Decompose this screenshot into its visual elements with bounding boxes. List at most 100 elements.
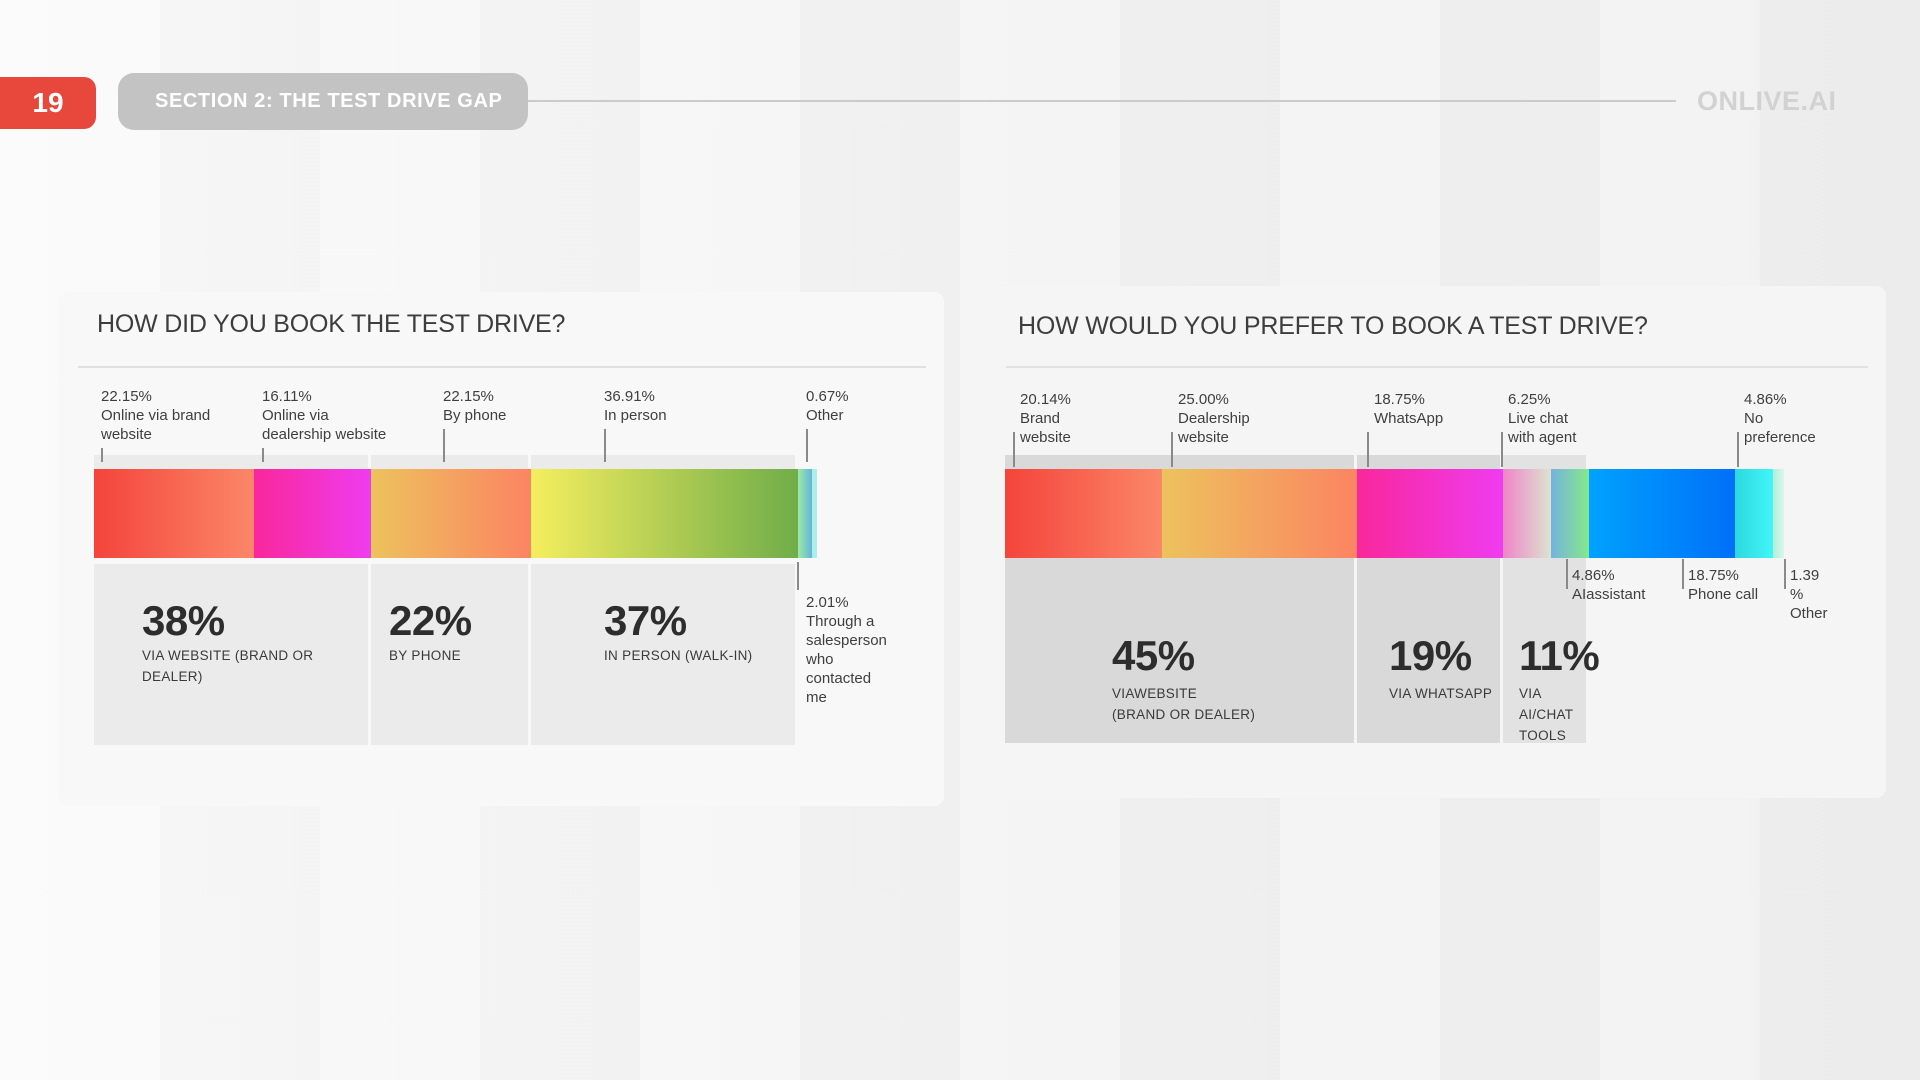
callout-tick — [1566, 559, 1568, 589]
group-value: 19% — [1389, 632, 1472, 679]
callout-line: 1.39 — [1790, 567, 1820, 584]
group-value: 11% — [1519, 632, 1600, 679]
callout-line: 6.25% — [1508, 391, 1551, 408]
callout: 6.25% Live chat with agent — [1501, 390, 1577, 467]
column-strip — [1356, 455, 1500, 469]
column-strip — [94, 455, 368, 469]
callout: 0.67% Other — [806, 387, 849, 462]
bar-segment — [1161, 469, 1357, 558]
column-panel — [1502, 558, 1587, 743]
column-panel — [370, 564, 528, 745]
group-label-line: AI/CHAT — [1519, 707, 1574, 722]
callout-line: 20.14% — [1020, 391, 1071, 408]
callout-line: 0.67% — [806, 388, 849, 405]
section-pill: SECTION 2: THE TEST DRIVE GAP — [118, 73, 528, 130]
callout-line: dealership website — [262, 426, 387, 443]
group-label-line: IN PERSON (WALK-IN) — [604, 648, 753, 663]
bar-segment — [1356, 469, 1503, 558]
column-panel — [94, 564, 368, 745]
group-value: 22% — [389, 597, 472, 644]
group-label: VIA WHATSAPP — [1389, 683, 1492, 704]
column-panel — [1356, 558, 1500, 743]
title-divider-preferred — [1006, 366, 1868, 368]
callout-tick — [1737, 432, 1739, 467]
callout-line: salesperson — [806, 632, 887, 649]
callout-tick — [1682, 559, 1684, 589]
group-label: VIA WEBSITE (BRAND OR DEALER) — [142, 645, 313, 687]
callout-tick — [604, 429, 606, 462]
callout-line: In person — [604, 407, 667, 424]
callout-line: website — [101, 426, 152, 443]
callout-tick — [797, 562, 799, 590]
column-strip — [530, 455, 795, 469]
callout-line: who — [806, 651, 834, 668]
column-panel — [530, 564, 795, 745]
bar-segment — [370, 469, 531, 558]
callout-line: Other — [1790, 605, 1828, 622]
section-label: SECTION 2: THE TEST DRIVE GAP — [155, 90, 503, 112]
group-label: IN PERSON (WALK-IN) — [604, 645, 752, 666]
column-strip — [1502, 455, 1587, 469]
callout-tick — [443, 429, 445, 462]
callout-tick — [101, 448, 103, 462]
callout-tick — [1784, 559, 1786, 589]
callout-line: 18.75% — [1374, 391, 1425, 408]
bar-segment — [797, 469, 813, 558]
callout: 22.15% Online via brand website — [101, 387, 210, 462]
group-value: 37% — [604, 597, 687, 644]
callout: 25.00% Dealership website — [1171, 390, 1250, 467]
callout-line: website — [1020, 429, 1071, 446]
callout: 2.01% Through a salesperson who contacted me — [797, 562, 887, 707]
group-label-line: VIA WEBSITE (BRAND OR — [142, 648, 314, 663]
callout-line: preference — [1744, 429, 1816, 446]
callout-line: 4.86% — [1572, 567, 1615, 584]
group-label-line: TOOLS — [1519, 728, 1567, 743]
page-number-badge: 19 — [0, 77, 96, 129]
group-label: BY PHONE — [389, 645, 461, 666]
callout: 20.14% Brand website — [1013, 390, 1071, 467]
callout-line: 2.01% — [806, 594, 849, 611]
callout-tick — [1367, 432, 1369, 467]
callout-line: 22.15% — [101, 388, 152, 405]
group-label-line: VIA — [1519, 686, 1542, 701]
bar-segment — [812, 469, 817, 558]
page-number: 19 — [32, 87, 64, 118]
callout-line: Phone call — [1688, 586, 1759, 603]
bar-segment — [1735, 469, 1774, 558]
group-label: VIA AI/CHAT TOOLS — [1519, 683, 1573, 746]
callout: 16.11% Online via dealership website — [262, 387, 386, 462]
callout-line: 36.91% — [604, 388, 655, 405]
group-value: 38% — [142, 597, 225, 644]
bar-segment — [94, 469, 255, 558]
callout-line: me — [806, 689, 827, 706]
callout: 18.75% Phone call — [1682, 559, 1759, 604]
group-label: VIAWEBSITE (BRAND OR DEALER) — [1112, 683, 1255, 725]
callout-line: By phone — [443, 407, 507, 424]
group-label-line: VIAWEBSITE — [1112, 686, 1198, 701]
callout-line: 25.00% — [1178, 391, 1229, 408]
title-divider-booked — [78, 366, 926, 368]
callout-line: Dealership — [1178, 410, 1250, 427]
callout-tick — [806, 429, 808, 462]
callout: 22.15% By phone — [443, 387, 506, 462]
group-label-line: (BRAND OR DEALER) — [1112, 707, 1256, 722]
callout: 4.86% AIassistant — [1566, 559, 1645, 604]
callout-line: 4.86% — [1744, 391, 1787, 408]
callout-line: contacted — [806, 670, 872, 687]
callout-line: WhatsApp — [1374, 410, 1444, 427]
header-rule — [528, 100, 1676, 102]
group-label-line: BY PHONE — [389, 648, 461, 663]
callout-tick — [1171, 432, 1173, 467]
callout-line: website — [1178, 429, 1229, 446]
callout-line: 16.11% — [262, 388, 312, 405]
group-label-line: VIA WHATSAPP — [1389, 686, 1493, 701]
callout-line: Live chat — [1508, 410, 1569, 427]
callout-line: 18.75% — [1688, 567, 1739, 584]
chart-title-booked: HOW DID YOU BOOK THE TEST DRIVE? — [97, 310, 566, 338]
callout-line: Brand — [1020, 410, 1061, 427]
bar-segment — [1773, 469, 1784, 558]
callout-line: % — [1790, 586, 1804, 603]
callout-line: with agent — [1508, 429, 1577, 446]
